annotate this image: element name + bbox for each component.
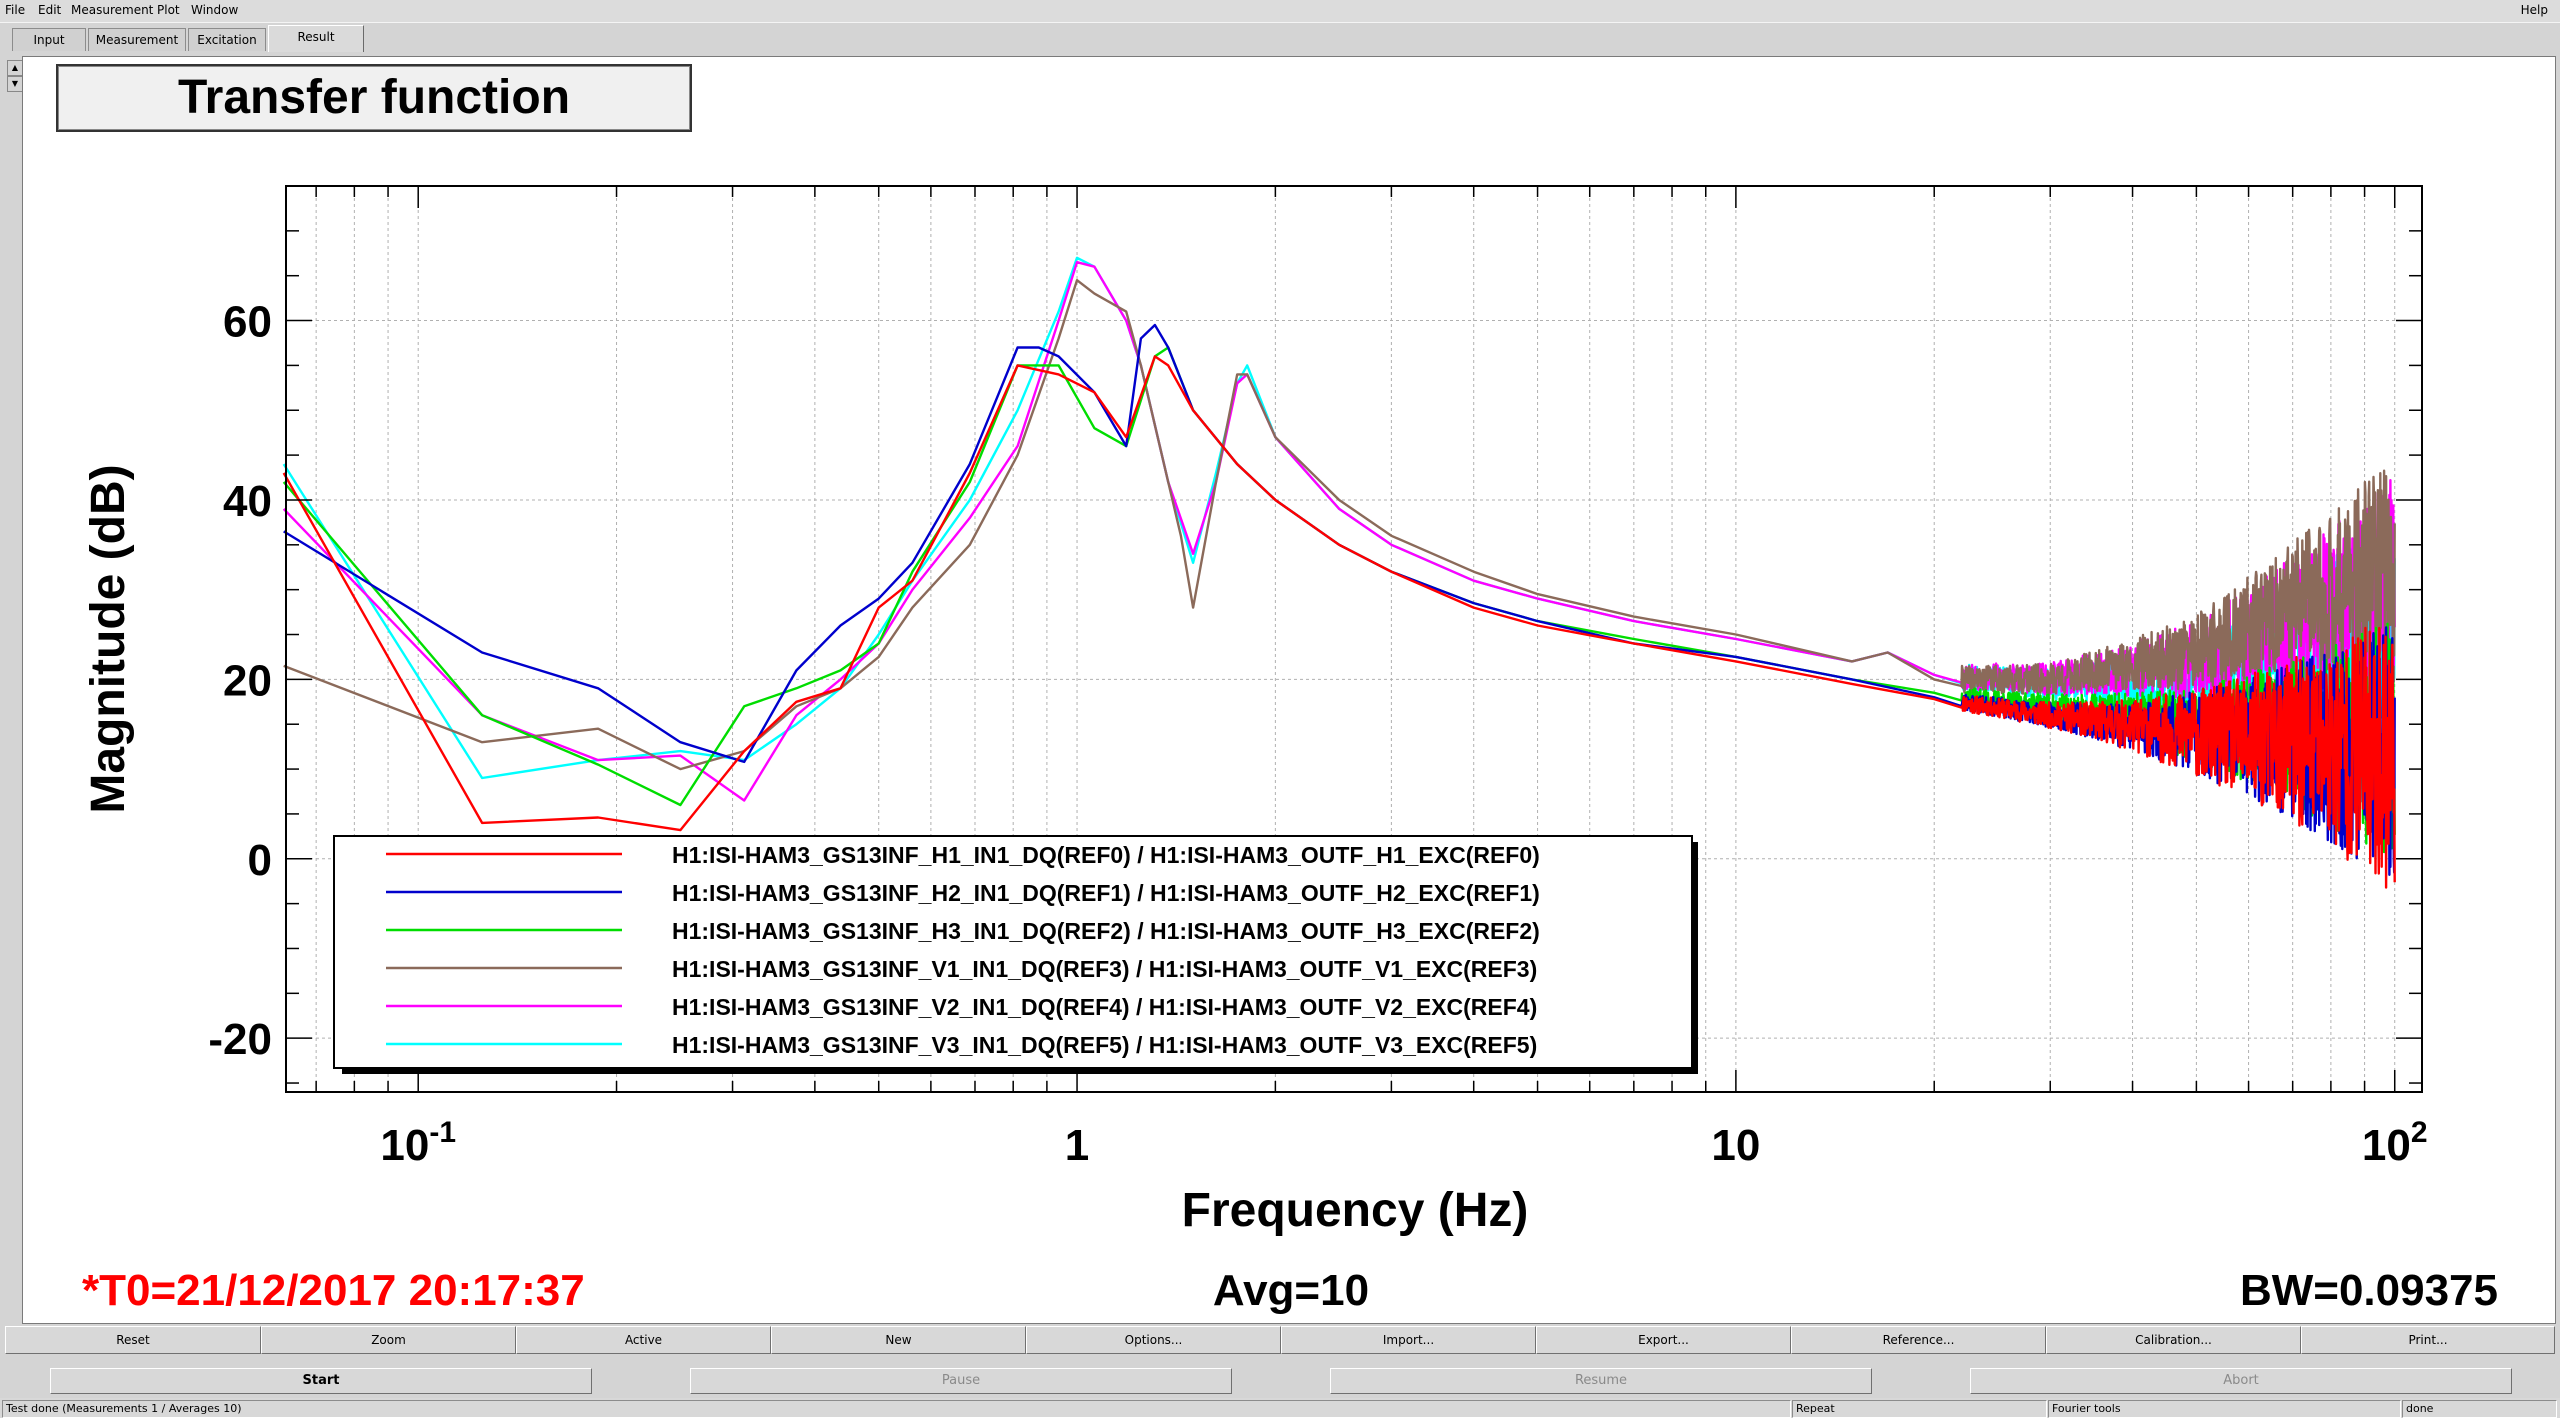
options-button[interactable]: Options... [1026,1326,1281,1354]
legend-label-ref1: H1:ISI-HAM3_GS13INF_H2_IN1_DQ(REF1) / H1… [672,880,1540,906]
status-state: done [2402,1400,2557,1418]
status-bar: Test done (Measurements 1 / Averages 10)… [0,1398,2560,1418]
tab-input[interactable]: Input [12,28,86,51]
menu-window[interactable]: Window [191,3,239,17]
arrow-down-icon: ▼ [11,79,19,88]
plot-button-row: Reset Zoom Active New Options... Import.… [5,1326,2555,1354]
y-tick-label: 0 [248,836,272,885]
legend-label-ref5: H1:ISI-HAM3_GS13INF_V3_IN1_DQ(REF5) / H1… [672,1032,1537,1058]
tab-excitation[interactable]: Excitation [188,28,266,51]
y-axis-label: Magnitude (dB) [82,464,135,813]
export-button[interactable]: Export... [1536,1326,1791,1354]
series-line-ref3 [283,279,2396,771]
legend: H1:ISI-HAM3_GS13INF_H1_IN1_DQ(REF0) / H1… [333,835,1698,1074]
import-button[interactable]: Import... [1281,1326,1536,1354]
bandwidth: BW=0.09375 [2239,1266,2498,1315]
x-tick-label: 10 [1711,1121,1760,1170]
tab-result[interactable]: Result [268,25,364,52]
zoom-button[interactable]: Zoom [261,1326,516,1354]
x-tick-label: 10-1 [380,1116,456,1170]
y-tick-label: 60 [223,298,272,347]
start-button[interactable]: Start [50,1368,592,1394]
status-mode: Repeat [1792,1400,2047,1418]
active-button[interactable]: Active [516,1326,771,1354]
resume-button[interactable]: Resume [1330,1368,1872,1394]
legend-label-ref0: H1:ISI-HAM3_GS13INF_H1_IN1_DQ(REF0) / H1… [672,842,1540,868]
new-button[interactable]: New [771,1326,1026,1354]
status-tools: Fourier tools [2048,1400,2401,1418]
series-line-ref1 [283,323,2396,876]
y-tick-label: -20 [208,1015,272,1064]
pause-button[interactable]: Pause [690,1368,1232,1394]
menu-bar: File Edit Measurement Plot Window Help [0,0,2560,22]
y-tick-label: 40 [223,477,272,526]
legend-label-ref2: H1:ISI-HAM3_GS13INF_H3_IN1_DQ(REF2) / H1… [672,918,1540,944]
series-line-ref0 [282,355,2396,889]
x-tick-labels: 10-1 1 10 102 [380,1116,2427,1170]
measurement-control-row: Start Pause Resume Abort [0,1364,2560,1396]
menu-measurement[interactable]: Measurement [71,3,154,17]
plot-frame [285,185,2423,1093]
print-button[interactable]: Print... [2301,1326,2555,1354]
plot-title: Transfer function [177,71,571,124]
t0-timestamp: *T0=21/12/2017 20:17:37 [82,1266,585,1315]
tab-bar: Input Measurement Excitation Result [0,22,2560,57]
series-lines [282,256,2396,889]
plot-title-box: Transfer function [56,64,692,132]
legend-label-ref4: H1:ISI-HAM3_GS13INF_V2_IN1_DQ(REF4) / H1… [672,994,1537,1020]
reference-button[interactable]: Reference... [1791,1326,2046,1354]
legend-label-ref3: H1:ISI-HAM3_GS13INF_V1_IN1_DQ(REF3) / H1… [672,956,1537,982]
menu-help[interactable]: Help [2520,3,2548,17]
x-axis-label: Frequency (Hz) [1182,1184,1529,1237]
average-count: Avg=10 [1212,1266,1370,1315]
legend-box [333,835,1693,1069]
menu-plot[interactable]: Plot [157,3,180,17]
reset-button[interactable]: Reset [5,1326,261,1354]
menu-file[interactable]: File [5,3,26,17]
status-message: Test done (Measurements 1 / Averages 10) [2,1400,1791,1418]
arrow-up-icon: ▲ [11,63,19,72]
axis-ticks [286,185,2422,1092]
tab-measurement[interactable]: Measurement [88,28,186,51]
menu-edit[interactable]: Edit [38,3,62,17]
x-tick-label: 102 [2362,1116,2428,1170]
y-tick-labels: -20 0 20 40 60 [208,298,272,1065]
calibration-button[interactable]: Calibration... [2046,1326,2301,1354]
y-tick-label: 20 [223,656,272,705]
x-tick-label: 1 [1065,1121,1089,1170]
abort-button[interactable]: Abort [1970,1368,2512,1394]
